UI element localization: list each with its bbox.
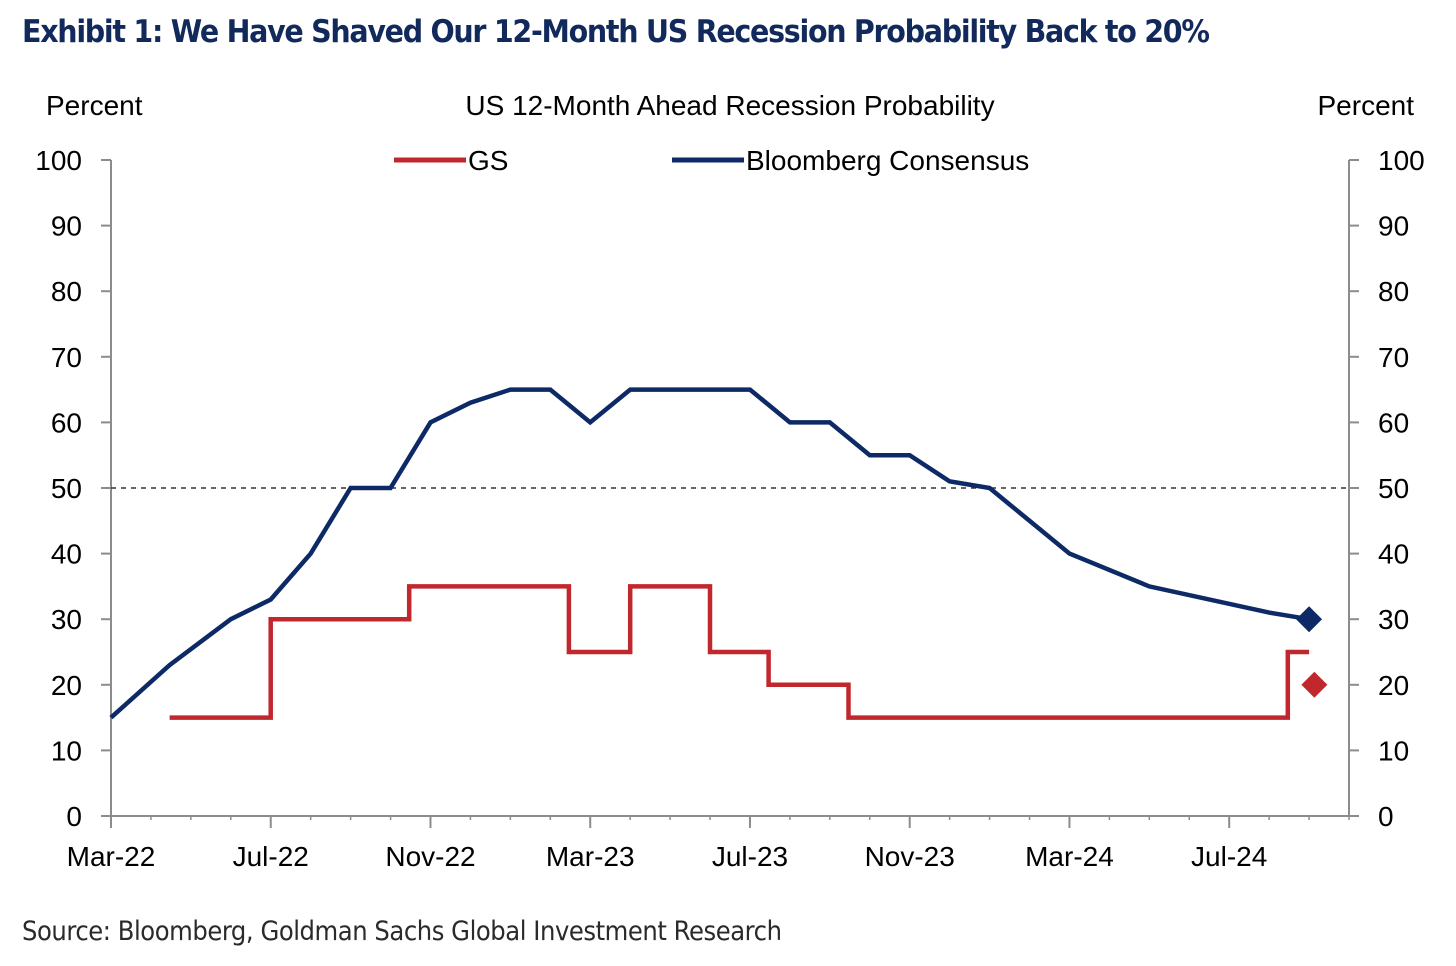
x-tick-label: Jul-23 [712,841,788,872]
y-tick-label-right: 70 [1378,342,1409,373]
y-tick-label-right: 30 [1378,604,1409,635]
y-tick-label-right: 80 [1378,276,1409,307]
source-note: Source: Bloomberg, Goldman Sachs Global … [22,916,782,947]
y-tick-label-left: 30 [51,604,82,635]
y-tick-label-right: 100 [1378,145,1425,176]
exhibit-title: Exhibit 1: We Have Shaved Our 12-Month U… [22,14,1210,50]
y-tick-label-right: 10 [1378,735,1409,766]
series-line-gs [169,584,1310,720]
y-tick-label-right: 90 [1378,211,1409,242]
series-marker-bloomberg [1296,606,1323,633]
y-tick-label-right: 0 [1378,801,1394,832]
y-tick-label-left: 80 [51,276,82,307]
y-tick-label-right: 60 [1378,407,1409,438]
series [109,387,1328,720]
y-tick-label-left: 50 [51,473,82,504]
x-tick-label: Jul-22 [233,841,309,872]
series-marker-gs [1301,671,1328,698]
y-tick-label-left: 70 [51,342,82,373]
ticks: 0 0 10 10 20 20 30 30 40 40 50 50 60 60 70 70 80 80 90 90 10… [35,145,1424,872]
legend: GS Bloomberg Consensus [394,145,1029,176]
y-tick-label-left: 40 [51,539,82,570]
legend-bloomberg-label: Bloomberg Consensus [746,145,1029,176]
x-tick-label: Mar-24 [1025,841,1114,872]
y-tick-label-left: 100 [35,145,82,176]
y-tick-label-right: 20 [1378,670,1409,701]
x-tick-label: Nov-23 [865,841,955,872]
y-tick-label-left: 60 [51,407,82,438]
y-tick-label-right: 50 [1378,473,1409,504]
chart-title: US 12-Month Ahead Recession Probability [465,90,994,121]
x-tick-label: Nov-22 [385,841,475,872]
y-axis-label-left: Percent [46,90,143,121]
legend-gs-label: GS [468,145,508,176]
y-tick-label-left: 0 [66,801,82,832]
y-tick-label-left: 20 [51,670,82,701]
y-tick-label-right: 40 [1378,539,1409,570]
x-tick-label: Mar-23 [546,841,635,872]
x-tick-label: Mar-22 [67,841,156,872]
y-tick-label-left: 10 [51,735,82,766]
y-axis-label-right: Percent [1318,90,1415,121]
x-tick-label: Jul-24 [1191,841,1267,872]
series-line-bloomberg [109,387,1310,720]
y-tick-label-left: 90 [51,211,82,242]
